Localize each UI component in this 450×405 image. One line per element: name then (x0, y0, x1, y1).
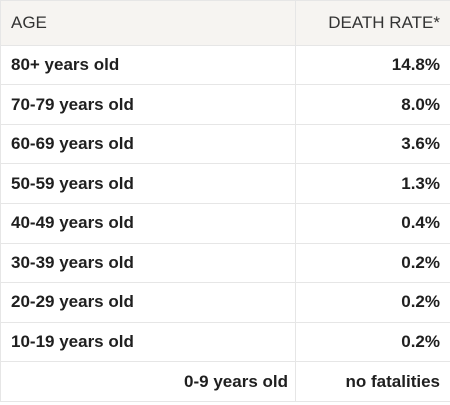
death-rate-cell: 3.6% (295, 123, 450, 165)
table-row: 80+ years old 14.8% (0, 44, 450, 86)
age-cell: 0-9 years old (0, 361, 296, 402)
age-cell: 30-39 years old (0, 242, 296, 284)
table-row: 0-9 years old no fatalities (0, 361, 450, 402)
age-cell: 80+ years old (0, 44, 296, 86)
death-rate-cell: 1.3% (295, 163, 450, 204)
table-header-row: AGE DEATH RATE* (0, 0, 450, 46)
death-rate-cell: 8.0% (295, 84, 450, 125)
age-cell: 10-19 years old (0, 321, 296, 363)
death-rate-cell: 0.2% (295, 321, 450, 363)
death-rate-column-header: DEATH RATE* (295, 0, 450, 46)
death-rate-cell: 0.2% (295, 282, 450, 323)
table-row: 10-19 years old 0.2% (0, 321, 450, 363)
death-rate-cell: 0.4% (295, 202, 450, 244)
age-column-header: AGE (0, 0, 296, 46)
table-row: 40-49 years old 0.4% (0, 202, 450, 244)
death-rate-cell: no fatalities (295, 361, 450, 402)
table-row: 20-29 years old 0.2% (0, 282, 450, 323)
death-rate-cell: 14.8% (295, 44, 450, 86)
death-rate-cell: 0.2% (295, 242, 450, 284)
age-cell: 70-79 years old (0, 84, 296, 125)
age-cell: 60-69 years old (0, 123, 296, 165)
table-row: 30-39 years old 0.2% (0, 242, 450, 284)
age-cell: 40-49 years old (0, 202, 296, 244)
table-row: 50-59 years old 1.3% (0, 163, 450, 204)
age-cell: 20-29 years old (0, 282, 296, 323)
table-row: 70-79 years old 8.0% (0, 84, 450, 125)
age-cell: 50-59 years old (0, 163, 296, 204)
table-row: 60-69 years old 3.6% (0, 123, 450, 165)
